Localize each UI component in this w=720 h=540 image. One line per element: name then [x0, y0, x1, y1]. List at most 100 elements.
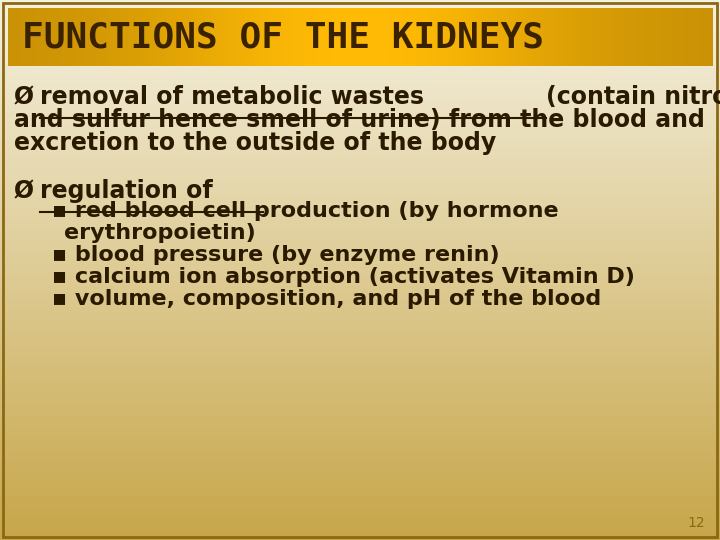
Bar: [60, 8, 66, 66]
Text: regulation of: regulation of: [40, 179, 212, 203]
Bar: [0, 423, 720, 424]
Bar: [0, 405, 720, 406]
Bar: [0, 36, 720, 37]
Bar: [265, 8, 269, 66]
Bar: [431, 8, 435, 66]
Bar: [546, 8, 551, 66]
Bar: [0, 160, 720, 161]
Bar: [0, 442, 720, 443]
Bar: [254, 8, 259, 66]
Bar: [304, 8, 308, 66]
Bar: [121, 8, 125, 66]
Bar: [0, 44, 720, 45]
Bar: [575, 8, 579, 66]
Bar: [0, 121, 720, 122]
Bar: [0, 107, 720, 108]
Bar: [0, 177, 720, 178]
Bar: [0, 397, 720, 398]
Bar: [0, 481, 720, 482]
Bar: [0, 84, 720, 85]
Bar: [0, 489, 720, 490]
Text: Ø: Ø: [14, 179, 34, 203]
Bar: [0, 513, 720, 514]
Bar: [0, 201, 720, 202]
Bar: [543, 8, 547, 66]
Bar: [0, 311, 720, 312]
Bar: [684, 8, 688, 66]
Bar: [258, 8, 262, 66]
Bar: [0, 406, 720, 407]
Bar: [0, 250, 720, 251]
Bar: [0, 81, 720, 82]
Bar: [487, 8, 491, 66]
Bar: [0, 498, 720, 499]
Bar: [0, 110, 720, 111]
Bar: [0, 176, 720, 177]
Bar: [0, 166, 720, 167]
Bar: [0, 220, 720, 221]
Bar: [582, 8, 586, 66]
Bar: [0, 348, 720, 349]
Bar: [0, 399, 720, 400]
Bar: [0, 76, 720, 77]
Bar: [0, 377, 720, 378]
Bar: [0, 97, 720, 98]
Bar: [0, 278, 720, 279]
Bar: [0, 529, 720, 530]
Bar: [0, 108, 720, 109]
Bar: [0, 1, 720, 2]
Bar: [0, 468, 720, 469]
Bar: [508, 8, 513, 66]
Bar: [515, 8, 519, 66]
Bar: [0, 47, 720, 48]
Bar: [0, 465, 720, 466]
Bar: [0, 191, 720, 192]
Bar: [680, 8, 685, 66]
Bar: [0, 456, 720, 457]
Bar: [0, 453, 720, 454]
Bar: [0, 270, 720, 271]
Bar: [0, 218, 720, 219]
Bar: [0, 273, 720, 274]
Bar: [181, 8, 185, 66]
Text: excretion to the outside of the body: excretion to the outside of the body: [14, 131, 496, 155]
Bar: [0, 507, 720, 508]
Bar: [490, 8, 495, 66]
Bar: [0, 325, 720, 326]
Bar: [0, 505, 720, 506]
Bar: [32, 8, 37, 66]
Bar: [0, 520, 720, 521]
Bar: [0, 490, 720, 491]
Bar: [0, 285, 720, 286]
Bar: [0, 153, 720, 154]
Bar: [0, 521, 720, 522]
Bar: [0, 144, 720, 145]
Bar: [469, 8, 474, 66]
Bar: [0, 68, 720, 69]
Bar: [0, 169, 720, 170]
Bar: [0, 329, 720, 330]
Bar: [346, 8, 351, 66]
Bar: [0, 244, 720, 245]
Bar: [0, 350, 720, 351]
Bar: [0, 182, 720, 183]
Text: Ø: Ø: [14, 85, 34, 109]
Bar: [0, 457, 720, 458]
Bar: [0, 338, 720, 339]
Bar: [0, 515, 720, 516]
Bar: [0, 206, 720, 207]
Bar: [0, 63, 720, 64]
Bar: [297, 8, 301, 66]
Bar: [248, 8, 252, 66]
Bar: [0, 432, 720, 433]
Bar: [0, 314, 720, 315]
Bar: [0, 282, 720, 283]
Bar: [0, 366, 720, 367]
Bar: [0, 310, 720, 311]
Bar: [47, 8, 51, 66]
Bar: [0, 433, 720, 434]
Bar: [0, 117, 720, 118]
Bar: [0, 518, 720, 519]
Bar: [0, 385, 720, 386]
Bar: [0, 173, 720, 174]
